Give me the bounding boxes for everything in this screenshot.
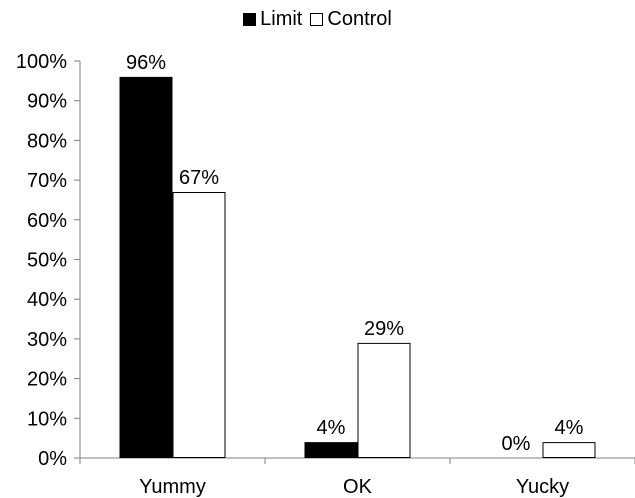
y-tick-label: 0% — [38, 448, 67, 470]
y-tick-label: 10% — [27, 408, 67, 430]
y-tick-label: 100% — [16, 51, 67, 73]
legend-label-limit: Limit — [260, 8, 303, 30]
data-label-control-ok: 29% — [364, 318, 404, 340]
y-tick-label: 20% — [27, 369, 67, 391]
bar-limit-yummy — [119, 76, 173, 458]
data-label-limit-yucky: 0% — [502, 433, 531, 455]
x-tick-label: Yucky — [516, 476, 569, 498]
y-tick-label: 70% — [27, 170, 67, 192]
data-label-control-yucky: 4% — [555, 417, 584, 439]
x-tick-label: OK — [343, 476, 373, 498]
y-tick-label: 50% — [27, 250, 67, 272]
bar-control-yummy — [172, 192, 226, 458]
legend-item-limit: Limit — [243, 8, 302, 31]
bar-control-ok — [357, 342, 411, 458]
bar-control-yucky — [542, 442, 596, 458]
data-label-control-yummy: 67% — [179, 167, 219, 189]
y-tick-label: 40% — [27, 289, 67, 311]
y-tick-label: 90% — [27, 91, 67, 113]
legend-label-control: Control — [327, 8, 392, 30]
y-tick-label: 60% — [27, 210, 67, 232]
y-tick-label: 30% — [27, 329, 67, 351]
legend: Limit Control — [0, 8, 635, 31]
bar-limit-ok — [304, 442, 358, 458]
legend-swatch-control — [310, 13, 324, 26]
x-tick-label: Yummy — [139, 476, 206, 498]
y-tick-label: 80% — [27, 130, 67, 152]
data-label-limit-ok: 4% — [317, 417, 346, 439]
data-label-limit-yummy: 96% — [126, 52, 166, 74]
legend-item-control: Control — [310, 8, 392, 31]
legend-swatch-limit — [243, 13, 257, 26]
